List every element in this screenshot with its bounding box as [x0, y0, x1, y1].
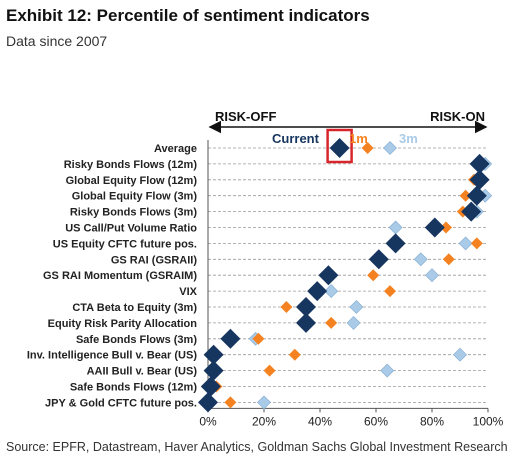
- legend-item-current: Current: [272, 131, 320, 146]
- marker-current: [368, 249, 389, 270]
- legend-item-one-month: 1m: [349, 131, 368, 146]
- marker-three-month: [425, 268, 439, 283]
- marker-one-month: [361, 142, 374, 154]
- category-label: US Equity CFTC future pos.: [53, 238, 197, 250]
- category-label: Risky Bonds Flows (12m): [64, 159, 198, 171]
- marker-one-month: [224, 396, 237, 409]
- category-label: JPY & Gold CFTC future pos.: [45, 397, 197, 409]
- marker-current: [200, 376, 221, 397]
- marker-current: [469, 153, 490, 174]
- marker-three-month: [346, 315, 361, 330]
- marker-one-month: [367, 269, 380, 282]
- marker-one-month: [384, 285, 396, 298]
- category-label: Equity Risk Parity Allocation: [48, 318, 198, 330]
- highlight-box: [326, 128, 353, 164]
- marker-current: [461, 201, 482, 222]
- marker-current: [203, 360, 224, 381]
- marker-current: [329, 138, 350, 158]
- marker-one-month: [459, 189, 472, 202]
- marker-current: [385, 233, 406, 254]
- marker-three-month: [380, 363, 395, 378]
- marker-current: [296, 312, 316, 333]
- category-label: VIX: [179, 286, 197, 298]
- marker-current: [203, 344, 224, 365]
- marker-current: [318, 265, 339, 286]
- category-label: AAII Bull v. Bear (US): [87, 366, 198, 378]
- marker-one-month: [325, 316, 338, 329]
- chart-title: Exhibit 12: Percentile of sentiment indi…: [6, 6, 370, 25]
- marker-current: [466, 185, 487, 206]
- marker-three-month: [453, 347, 467, 362]
- marker-one-month: [442, 253, 455, 266]
- chart-subtitle: Data since 2007: [6, 33, 108, 49]
- category-label: Global Equity Flow (3m): [72, 191, 198, 203]
- category-label: Global Equity Flow (12m): [66, 175, 198, 187]
- category-label: US Call/Put Volume Ratio: [65, 223, 197, 235]
- risk-on-label: RISK-ON: [430, 109, 485, 124]
- marker-current: [424, 217, 445, 238]
- marker-current: [220, 328, 241, 349]
- x-tick-label: 20%: [252, 414, 276, 428]
- category-label: Average: [154, 143, 197, 155]
- marker-three-month: [458, 236, 473, 251]
- marker-current: [296, 297, 316, 317]
- x-tick-label: 100%: [473, 414, 504, 428]
- marker-current: [307, 281, 328, 302]
- category-label: Safe Bonds Flows (3m): [76, 334, 197, 346]
- category-label: Risky Bonds Flows (3m): [70, 207, 197, 219]
- marker-one-month: [288, 348, 301, 361]
- category-label: Inv. Intelligence Bull v. Bear (US): [27, 350, 197, 362]
- marker-three-month: [257, 395, 271, 410]
- marker-three-month: [324, 284, 339, 299]
- marker-current: [198, 392, 218, 413]
- category-label: Safe Bonds Flows (12m): [70, 382, 197, 394]
- source-note: Source: EPFR, Datastream, Haver Analytic…: [6, 440, 508, 454]
- marker-one-month: [470, 237, 483, 250]
- x-tick-label: 0%: [199, 414, 217, 428]
- category-label: GS RAI Momentum (GSRAIM): [43, 270, 197, 282]
- marker-one-month: [280, 301, 293, 313]
- marker-one-month: [252, 332, 265, 345]
- marker-three-month: [349, 300, 364, 314]
- marker-one-month: [440, 221, 452, 234]
- category-label: CTA Beta to Equity (3m): [72, 302, 197, 314]
- marker-three-month: [388, 220, 403, 235]
- risk-off-label: RISK-OFF: [215, 109, 276, 124]
- legend-item-three-month: 3m: [399, 131, 418, 146]
- category-label: GS RAI (GSRAII): [111, 254, 198, 266]
- x-tick-label: 80%: [420, 414, 444, 428]
- marker-three-month: [383, 141, 397, 155]
- marker-current: [469, 169, 490, 190]
- marker-one-month: [263, 364, 276, 377]
- x-tick-label: 40%: [308, 414, 332, 428]
- x-tick-label: 60%: [364, 414, 388, 428]
- marker-three-month: [413, 252, 428, 267]
